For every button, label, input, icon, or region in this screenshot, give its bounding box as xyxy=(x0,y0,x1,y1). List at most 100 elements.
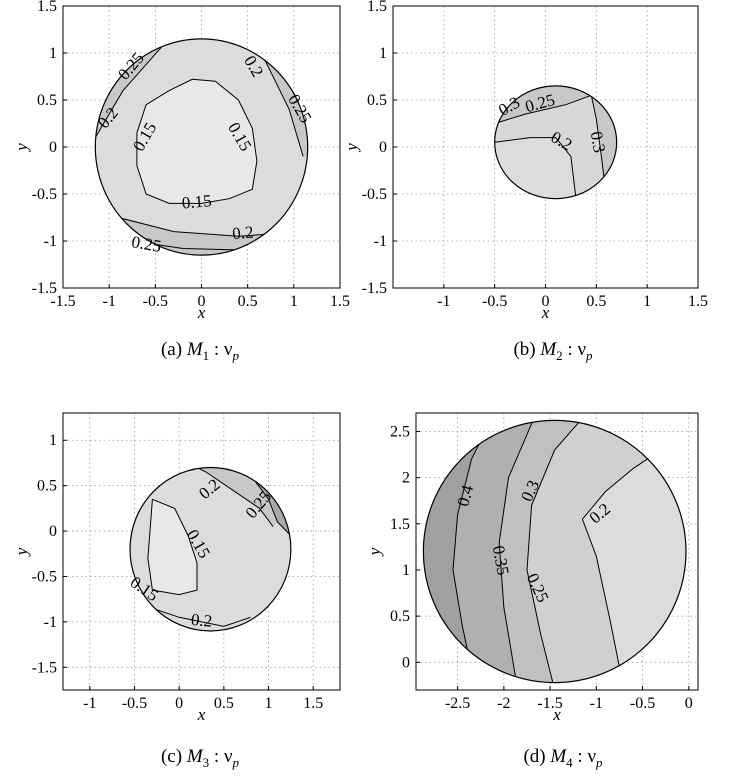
y-tick-label: -1 xyxy=(374,233,387,250)
contour-label: 0.3 xyxy=(587,130,609,154)
contour-label: 0.35 xyxy=(489,544,513,577)
x-tick-label: -1 xyxy=(83,695,96,712)
y-tick-label: 1.5 xyxy=(367,0,387,15)
x-tick-label: 1 xyxy=(290,293,298,310)
panel-caption: (d) M4 : νp xyxy=(523,746,603,770)
x-tick-label: 1 xyxy=(265,695,273,712)
contour-band xyxy=(453,420,537,683)
x-tick-label: -0.5 xyxy=(143,293,168,310)
contour-band xyxy=(494,85,592,124)
x-tick-label: -1 xyxy=(590,695,603,712)
axes-frame xyxy=(415,412,699,691)
x-tick-label: 0 xyxy=(685,695,693,712)
y-axis-label: y xyxy=(12,143,31,153)
contour-band xyxy=(136,79,257,204)
contour-band xyxy=(499,420,587,683)
x-tick-label: 1 xyxy=(643,293,651,310)
y-tick-label: 0.5 xyxy=(37,478,57,495)
contour-line xyxy=(581,449,662,683)
contour-band xyxy=(147,499,197,595)
contour-line xyxy=(147,498,198,596)
x-tick-label: -1.5 xyxy=(537,695,562,712)
contour-region xyxy=(494,85,617,199)
contour-line xyxy=(95,38,184,138)
x-tick-label: -2.5 xyxy=(445,695,470,712)
x-axis-label: x xyxy=(552,705,561,724)
x-tick-label: 0 xyxy=(198,293,206,310)
panel-caption: (c) M3 : νp xyxy=(161,746,240,770)
x-tick-label: 0.5 xyxy=(586,293,606,310)
x-tick-label: -1.5 xyxy=(50,293,75,310)
x-tick-label: 0.5 xyxy=(238,293,258,310)
y-tick-label: -0.5 xyxy=(32,186,57,203)
x-tick-label: 1.5 xyxy=(688,293,708,310)
contour-band xyxy=(527,420,661,683)
y-tick-label: 0.5 xyxy=(37,92,57,109)
contour-line xyxy=(178,467,274,527)
x-tick-label: -1 xyxy=(437,293,450,310)
y-tick-label: -0.5 xyxy=(362,186,387,203)
x-tick-label: -1 xyxy=(103,293,116,310)
y-tick-label: -1.5 xyxy=(362,280,387,297)
x-tick-label: 0.5 xyxy=(214,695,234,712)
y-axis-label: y xyxy=(342,143,361,153)
contour-label: 0.4 xyxy=(453,482,477,508)
y-tick-label: -0.5 xyxy=(32,568,57,585)
y-tick-label: -1 xyxy=(44,614,57,631)
y-tick-label: 2 xyxy=(402,470,410,487)
y-tick-label: 1 xyxy=(49,432,57,449)
x-tick-label: 0 xyxy=(542,293,550,310)
y-tick-label: 1 xyxy=(379,45,387,62)
y-tick-label: 0.5 xyxy=(367,92,387,109)
panel-caption: (b) M2 : νp xyxy=(513,339,593,363)
x-axis-label: x xyxy=(197,303,206,322)
contour-line xyxy=(136,78,258,204)
contour-line xyxy=(498,420,537,683)
contour-line xyxy=(452,420,496,683)
domain-boundary xyxy=(422,419,687,684)
y-tick-label: 1 xyxy=(49,45,57,62)
y-axis-label: y xyxy=(365,547,384,557)
contour-line xyxy=(152,607,251,627)
y-tick-label: 1.5 xyxy=(37,0,57,15)
y-tick-label: 0.5 xyxy=(390,608,410,625)
y-tick-label: 1.5 xyxy=(390,516,410,533)
contour-region xyxy=(423,420,686,683)
contour-line xyxy=(494,94,592,124)
contour-label: 0.25 xyxy=(130,232,163,256)
y-tick-label: 2.5 xyxy=(390,423,410,440)
contour-label: 0.2 xyxy=(190,610,213,631)
y-tick-label: -1.5 xyxy=(32,280,57,297)
panel-2: 0.3 0.250.2 0.3-1 -0.5 0 0.5 1 1.5-1.5-1-0.500.… xyxy=(342,0,708,363)
x-tick-label: 1.5 xyxy=(330,293,350,310)
y-tick-label: -1 xyxy=(44,233,57,250)
x-axis-label: x xyxy=(197,705,206,724)
y-tick-label: 0 xyxy=(379,139,387,156)
domain-boundary xyxy=(494,85,618,200)
contour-band xyxy=(494,95,607,199)
domain-boundary xyxy=(94,38,309,256)
panel-4: 0.4 0.30.20.350.25-2.5 -2 -1.5 -1 -0.5 000.511… xyxy=(365,412,699,770)
contour-line xyxy=(526,420,588,683)
y-tick-label: 0 xyxy=(49,139,57,156)
panel-caption: (a) M1 : νp xyxy=(161,339,240,363)
contour-line xyxy=(494,137,577,199)
y-tick-label: 1 xyxy=(402,562,410,579)
x-tick-label: -0.5 xyxy=(122,695,147,712)
contour-label: 0.15 xyxy=(181,191,212,213)
y-tick-label: -1.5 xyxy=(32,659,57,676)
y-tick-label: 0 xyxy=(49,523,57,540)
x-tick-label: -2 xyxy=(497,695,510,712)
panel-1: 0.25 0.20.250.20.15 0.150.150.20.25-1.5 -1-… xyxy=(12,0,350,363)
y-axis-label: y xyxy=(12,547,31,557)
x-axis-label: x xyxy=(541,303,550,322)
contour-line xyxy=(254,480,291,536)
x-tick-label: 0 xyxy=(175,695,183,712)
panel-3: 0.2 0.250.150.150.2-1 -0.5 0 0.5 1 1.5-1.5-1-0… xyxy=(12,412,341,770)
contour-label: 0.2 xyxy=(231,222,254,243)
x-tick-label: 1.5 xyxy=(303,695,323,712)
y-tick-label: 0 xyxy=(402,654,410,671)
x-tick-label: -0.5 xyxy=(630,695,655,712)
x-tick-label: -0.5 xyxy=(482,293,507,310)
